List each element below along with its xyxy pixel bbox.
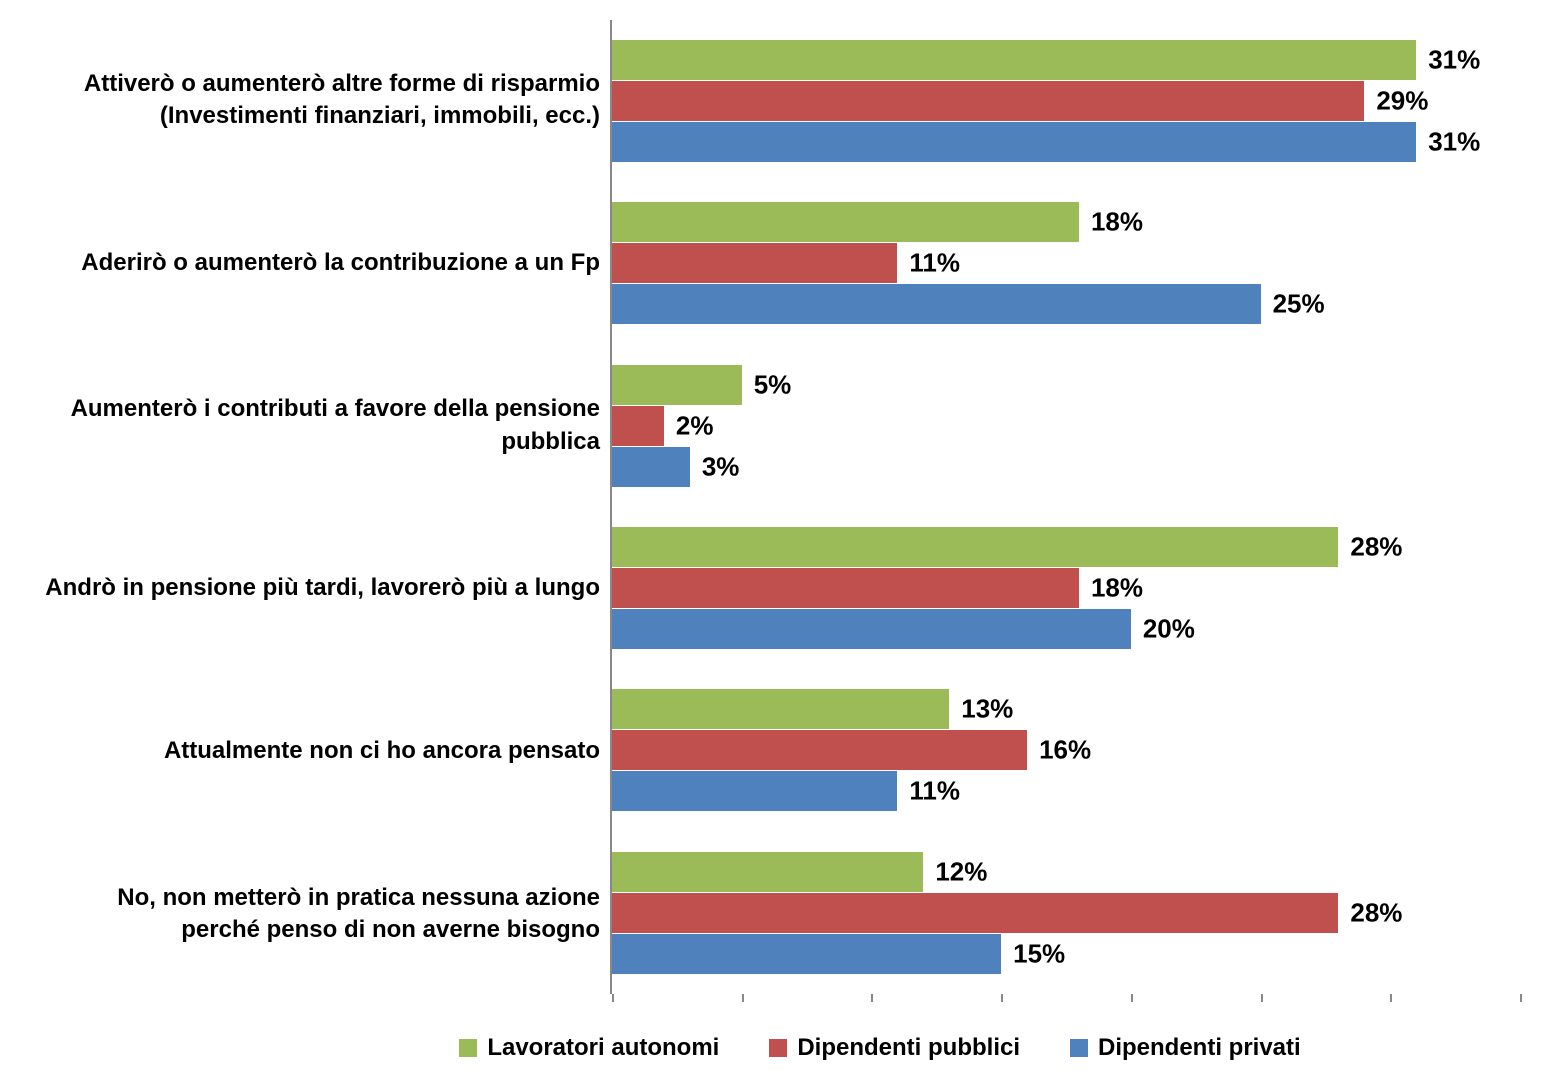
bar-value-label: 12% [935, 856, 987, 887]
bar-row: 5% [612, 365, 1520, 405]
legend-label: Dipendenti privati [1098, 1034, 1301, 1062]
bar-value-label: 28% [1350, 897, 1402, 928]
chart-legend: Lavoratori autonomi Dipendenti pubblici Di… [40, 1034, 1520, 1062]
bar-row: 20% [612, 609, 1520, 649]
chart-area: Attiverò o aumenterò altre forme di risp… [40, 20, 1520, 994]
bar: 31% [612, 122, 1416, 162]
bar-value-label: 31% [1428, 127, 1480, 158]
bar: 28% [612, 527, 1338, 567]
legend-item: Dipendenti privati [1070, 1034, 1301, 1062]
category-label: Andrò in pensione più tardi, lavorerò pi… [45, 572, 600, 604]
bar-group: 5%2%3% [612, 346, 1520, 506]
bar-value-label: 5% [754, 369, 792, 400]
bar-value-label: 28% [1350, 532, 1402, 563]
bar: 16% [612, 730, 1027, 770]
bar-row: 28% [612, 527, 1520, 567]
category-label-group: Aumenterò i contributi a favore della pe… [40, 346, 600, 506]
bar-row: 12% [612, 852, 1520, 892]
bar-row: 29% [612, 81, 1520, 121]
category-label: No, non metterò in pratica nessuna azion… [40, 882, 600, 947]
bar-row: 3% [612, 447, 1520, 487]
bar: 31% [612, 40, 1416, 80]
x-tick [612, 994, 614, 1002]
category-label: Aderirò o aumenterò la contribuzione a u… [81, 247, 600, 279]
bar-row: 11% [612, 771, 1520, 811]
bar-row: 16% [612, 730, 1520, 770]
x-tick [742, 994, 744, 1002]
bar-value-label: 20% [1143, 614, 1195, 645]
bar: 18% [612, 568, 1079, 608]
bar-value-label: 11% [909, 776, 960, 807]
bar: 3% [612, 447, 690, 487]
legend-item: Lavoratori autonomi [459, 1034, 719, 1062]
y-axis-labels: Attiverò o aumenterò altre forme di risp… [40, 20, 610, 994]
bar-row: 2% [612, 406, 1520, 446]
x-axis-ticks [612, 994, 1520, 1002]
bar: 2% [612, 406, 664, 446]
bar-value-label: 18% [1091, 207, 1143, 238]
bar-group: 12%28%15% [612, 833, 1520, 993]
bar: 11% [612, 771, 897, 811]
bar: 13% [612, 689, 949, 729]
bar-value-label: 16% [1039, 735, 1091, 766]
bar: 12% [612, 852, 923, 892]
bar-group: 28%18%20% [612, 508, 1520, 668]
bar: 18% [612, 202, 1079, 242]
category-label-group: No, non metterò in pratica nessuna azion… [40, 834, 600, 994]
category-label-group: Attiverò o aumenterò altre forme di risp… [40, 20, 600, 180]
x-tick [1001, 994, 1003, 1002]
bar-value-label: 18% [1091, 573, 1143, 604]
bar-group: 31%29%31% [612, 21, 1520, 181]
bar-value-label: 15% [1013, 938, 1065, 969]
bar: 28% [612, 893, 1338, 933]
bar-row: 31% [612, 40, 1520, 80]
category-label-group: Aderirò o aumenterò la contribuzione a u… [40, 183, 600, 343]
category-label: Attiverò o aumenterò altre forme di risp… [40, 68, 600, 133]
category-label: Attualmente non ci ho ancora pensato [164, 735, 600, 767]
bar-value-label: 13% [961, 694, 1013, 725]
bar-value-label: 11% [909, 248, 960, 279]
bar-value-label: 2% [676, 410, 714, 441]
bar-value-label: 25% [1273, 289, 1325, 320]
chart-container: Attiverò o aumenterò altre forme di risp… [40, 20, 1520, 1062]
bar: 25% [612, 284, 1261, 324]
bar-group: 13%16%11% [612, 670, 1520, 830]
bar: 5% [612, 365, 742, 405]
legend-item: Dipendenti pubblici [769, 1034, 1020, 1062]
legend-swatch [1070, 1039, 1088, 1057]
legend-label: Lavoratori autonomi [487, 1034, 719, 1062]
bar: 20% [612, 609, 1131, 649]
x-tick [1520, 994, 1522, 1002]
category-label: Aumenterò i contributi a favore della pe… [40, 393, 600, 458]
x-tick [871, 994, 873, 1002]
bar-row: 11% [612, 243, 1520, 283]
bar-group: 18%11%25% [612, 183, 1520, 343]
bar-row: 13% [612, 689, 1520, 729]
bar-value-label: 31% [1428, 45, 1480, 76]
bar: 15% [612, 934, 1001, 974]
x-tick [1261, 994, 1263, 1002]
bar-row: 18% [612, 202, 1520, 242]
bar: 11% [612, 243, 897, 283]
bar-value-label: 29% [1376, 86, 1428, 117]
bar-row: 25% [612, 284, 1520, 324]
legend-label: Dipendenti pubblici [797, 1034, 1020, 1062]
bar-row: 28% [612, 893, 1520, 933]
bar: 29% [612, 81, 1364, 121]
legend-swatch [459, 1039, 477, 1057]
bar-row: 31% [612, 122, 1520, 162]
category-label-group: Andrò in pensione più tardi, lavorerò pi… [40, 508, 600, 668]
bars-area: 31%29%31%18%11%25%5%2%3%28%18%20%13%16%1… [610, 20, 1520, 994]
category-label-group: Attualmente non ci ho ancora pensato [40, 671, 600, 831]
bar-value-label: 3% [702, 451, 740, 482]
x-tick [1131, 994, 1133, 1002]
bar-row: 18% [612, 568, 1520, 608]
legend-swatch [769, 1039, 787, 1057]
x-tick [1390, 994, 1392, 1002]
bar-row: 15% [612, 934, 1520, 974]
